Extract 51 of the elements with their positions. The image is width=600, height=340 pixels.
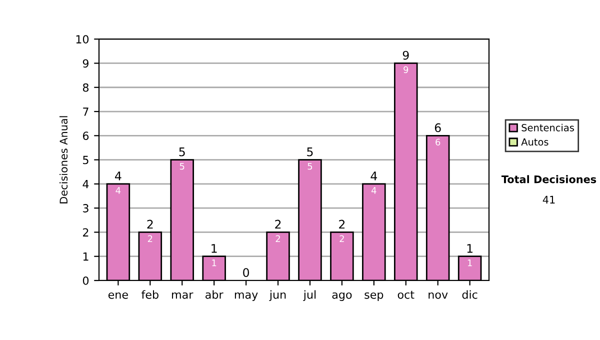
total-label: 5 xyxy=(307,148,313,156)
data-label: 4 xyxy=(116,187,121,194)
legend-label: Sentencias xyxy=(522,124,574,132)
x-tick-label: feb xyxy=(142,290,158,299)
x-tick-label: jul xyxy=(303,290,316,301)
x-tick-label: ago xyxy=(332,292,352,301)
y-tick-label: 7 xyxy=(83,108,88,116)
data-label: 5 xyxy=(180,162,184,170)
y-tick-label: 4 xyxy=(82,180,89,188)
total-label: 4 xyxy=(370,172,378,180)
data-label: 9 xyxy=(404,66,408,74)
total-label: 5 xyxy=(179,148,185,156)
x-tick-label: sep xyxy=(364,292,384,301)
y-tick-label: 0 xyxy=(82,276,89,285)
y-tick-label: 1 xyxy=(83,252,88,261)
total-label: 1 xyxy=(467,244,472,253)
y-tick-label: 5 xyxy=(83,156,88,164)
total-label: 2 xyxy=(147,220,153,229)
total-label: 0 xyxy=(243,268,250,278)
data-label: 2 xyxy=(340,235,344,242)
total-label: 9 xyxy=(402,50,409,60)
text: Total Decisiones xyxy=(501,175,596,184)
x-tick-label: may xyxy=(234,292,258,301)
total-label: 2 xyxy=(339,220,345,229)
x-tick-label: ene xyxy=(108,292,128,299)
data-label: 5 xyxy=(308,162,312,170)
x-tick-label: jun xyxy=(269,290,286,301)
data-label: 2 xyxy=(276,235,280,242)
x-tick-label: abr xyxy=(206,290,224,299)
data-label: 1 xyxy=(212,260,216,266)
data-label: 2 xyxy=(148,235,152,242)
x-tick-label: oct xyxy=(398,290,414,299)
data-label: 1 xyxy=(468,260,472,266)
y-axis-title: Decisiones Anual xyxy=(60,116,68,204)
x-tick-label: dic xyxy=(462,290,478,299)
x-tick-label: nov xyxy=(428,292,448,299)
y-tick-label: 10 xyxy=(76,35,89,44)
data-label: 6 xyxy=(436,138,440,146)
x-tick-label: mar xyxy=(172,292,194,299)
y-tick-label: 2 xyxy=(83,228,88,236)
y-tick-label: 8 xyxy=(82,83,89,92)
total-label: 2 xyxy=(275,220,281,229)
text: 41 xyxy=(542,196,555,204)
legend-label: Autos xyxy=(521,138,548,146)
data-label: 4 xyxy=(371,187,376,194)
y-tick-label: 9 xyxy=(82,59,88,68)
total-label: 6 xyxy=(434,123,441,132)
total-label: 1 xyxy=(212,244,217,253)
total-label: 4 xyxy=(115,172,122,180)
y-tick-label: 6 xyxy=(82,132,89,140)
y-tick-label: 3 xyxy=(83,204,88,212)
